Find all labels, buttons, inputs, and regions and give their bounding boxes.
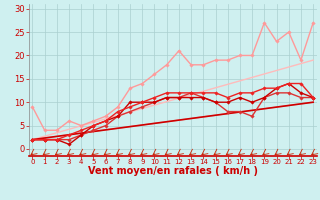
X-axis label: Vent moyen/en rafales ( km/h ): Vent moyen/en rafales ( km/h )	[88, 166, 258, 176]
